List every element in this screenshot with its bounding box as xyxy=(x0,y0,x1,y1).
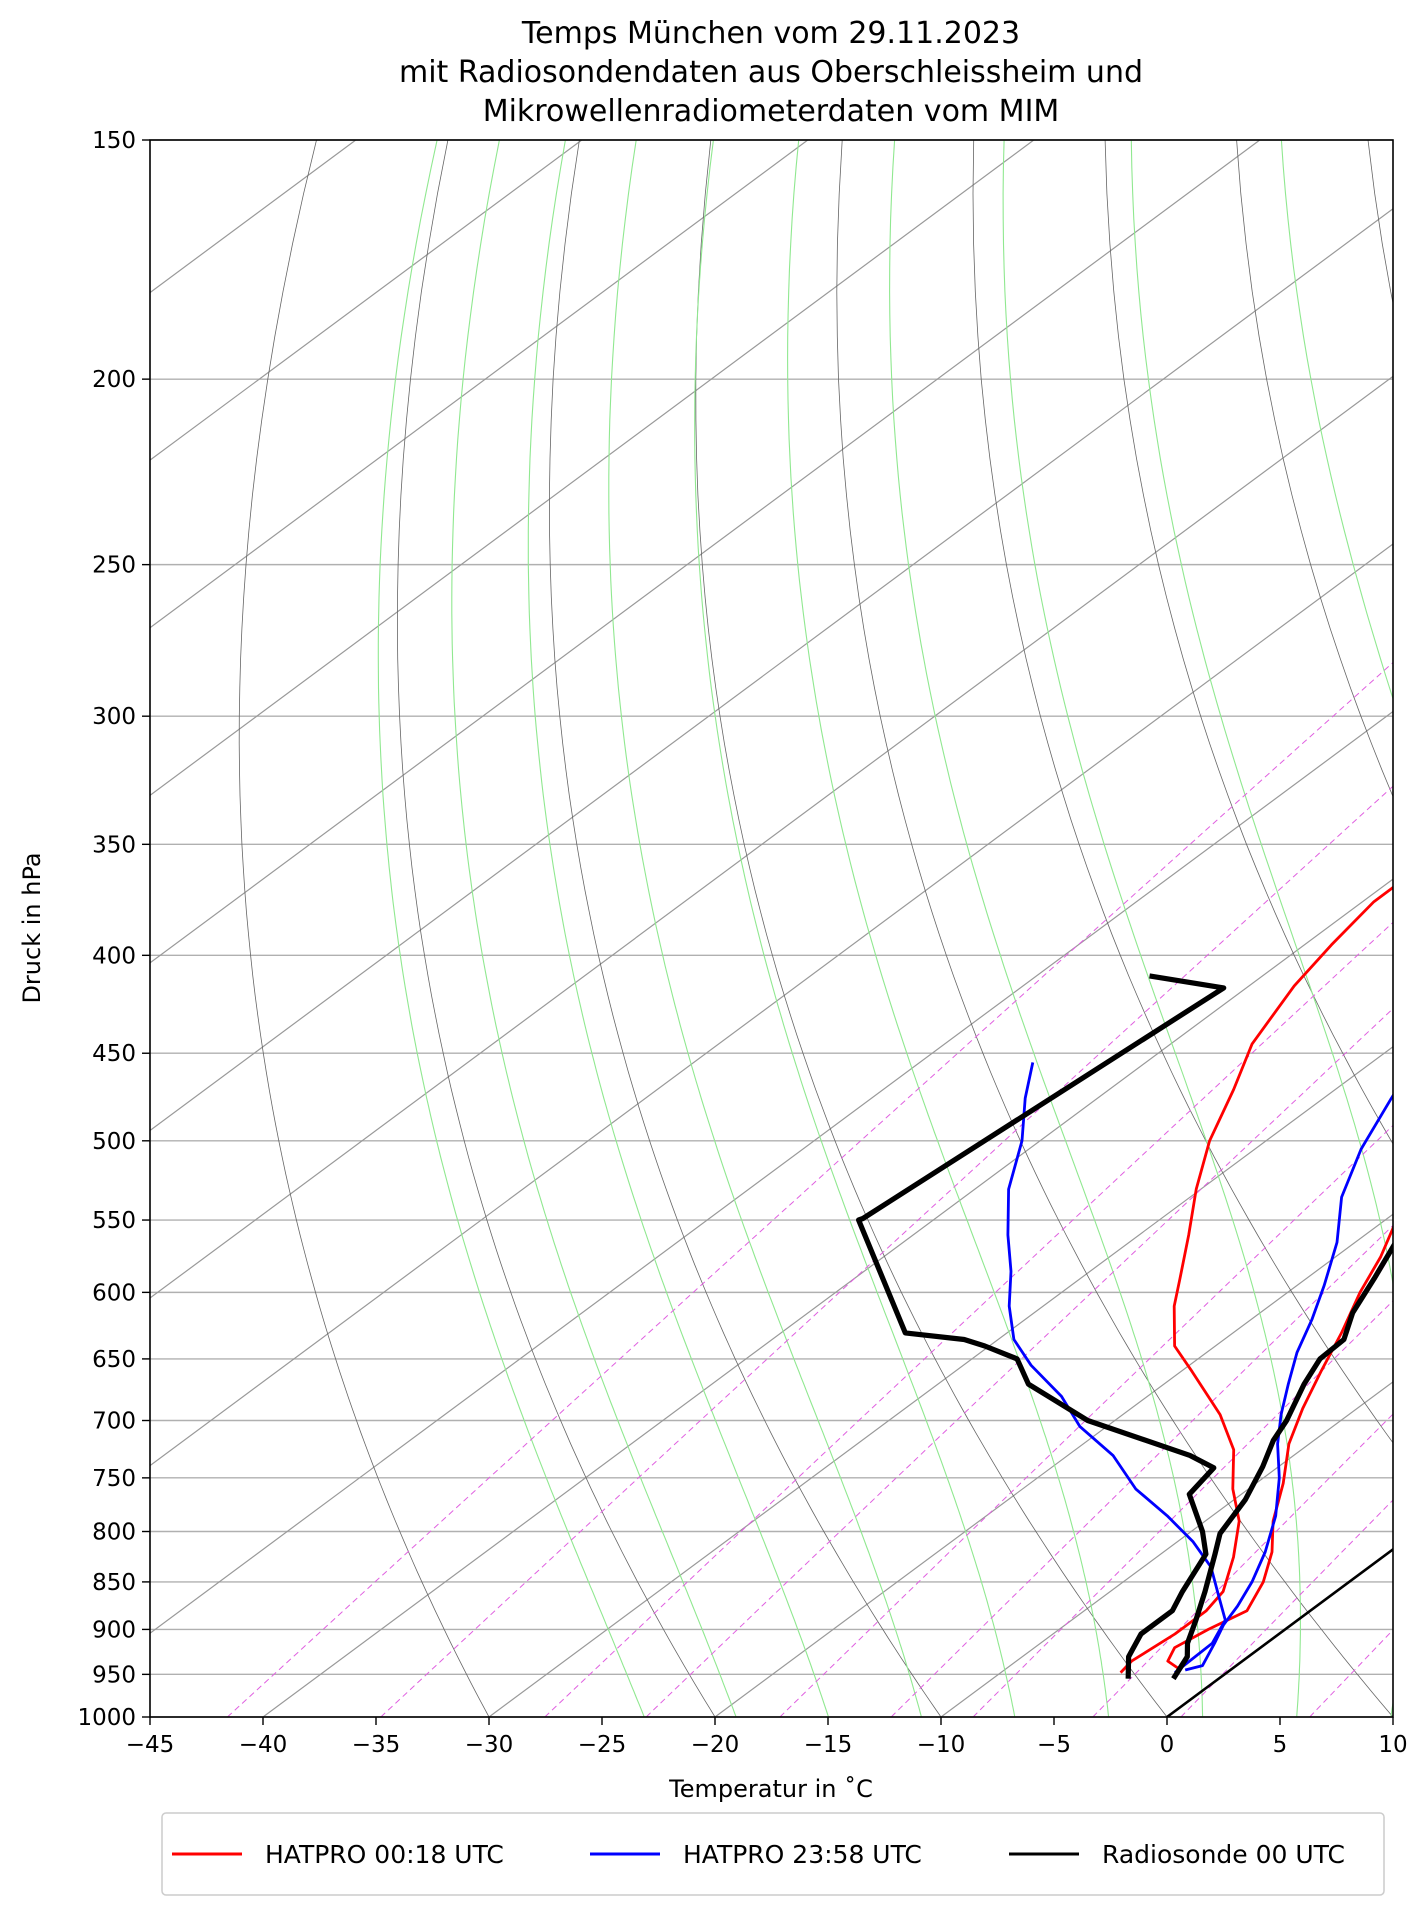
legend: HATPRO 00:18 UTC HATPRO 23:58 UTC Radios… xyxy=(161,1812,1385,1896)
legend-label-radiosonde: Radiosonde 00 UTC xyxy=(1102,1840,1345,1869)
ytick-label-300: 300 xyxy=(92,704,136,730)
mixing-ratio-0.6 xyxy=(645,1007,1393,1717)
x-axis-ticks: −45 −40 −35 −30 −25 −20 −15 −10 −5 0 5 10 xyxy=(126,1717,1408,1758)
xtick-label--25: −25 xyxy=(578,1732,627,1758)
ytick-label-850: 850 xyxy=(92,1570,136,1596)
mixing-ratio-1 xyxy=(779,1124,1393,1717)
moist-adiabat--16 xyxy=(451,140,737,1717)
ytick-label-450: 450 xyxy=(92,1041,136,1067)
ytick-label-900: 900 xyxy=(92,1617,136,1643)
series-hatpro-2358-temperature xyxy=(1184,1093,1393,1672)
mixing-ratio-0.4 xyxy=(544,921,1393,1717)
series-radiosonde-temperature xyxy=(1171,1241,1393,1681)
isotherm-10 xyxy=(1392,1716,1393,1717)
x-axis-label: Temperatur in ˚C xyxy=(668,1775,873,1803)
pressure-gridlines xyxy=(150,139,1393,1718)
dry-adiabat-50 xyxy=(1367,140,1393,306)
ytick-label-200: 200 xyxy=(92,367,136,393)
xtick-label--35: −35 xyxy=(352,1732,401,1758)
moist-adiabat--4 xyxy=(694,140,1016,1717)
radiosonde-reference-line xyxy=(1166,1547,1393,1717)
dry-adiabat-10 xyxy=(836,140,1393,1717)
isotherm--50 xyxy=(150,710,1393,1634)
moist-adiabat-8 xyxy=(1002,140,1301,1717)
isotherm--100 xyxy=(150,140,1035,797)
ytick-label-550: 550 xyxy=(92,1208,136,1234)
isotherm--10 xyxy=(940,1381,1393,1717)
series-radiosonde-dewpoint xyxy=(855,973,1227,1679)
mixing-ratio-4 xyxy=(1180,1499,1393,1717)
moist-adiabat-0 xyxy=(787,140,1110,1717)
series-hatpro-0018-temperature xyxy=(1166,1224,1393,1672)
legend-label-hatpro-0018: HATPRO 00:18 UTC xyxy=(265,1840,504,1869)
isotherm--30 xyxy=(488,1045,1393,1717)
chart-title-line-3: Mikrowellenradiometerdaten vom MIM xyxy=(483,94,1060,129)
xtick-label-10: 10 xyxy=(1378,1732,1407,1758)
moist-adiabat--12 xyxy=(527,140,830,1717)
dry-adiabat-0 xyxy=(695,140,1168,1717)
xtick-label--15: −15 xyxy=(804,1732,853,1758)
isotherm--70 xyxy=(150,375,1393,1299)
data-series xyxy=(855,885,1393,1717)
ytick-label-400: 400 xyxy=(92,943,136,969)
isotherm--20 xyxy=(714,1213,1393,1717)
moist-adiabat--8 xyxy=(608,140,922,1717)
legend-label-hatpro-2358: HATPRO 23:58 UTC xyxy=(683,1840,922,1869)
xtick-label--10: −10 xyxy=(917,1732,966,1758)
moist-adiabat-16 xyxy=(1280,140,1393,701)
reference-lines xyxy=(150,140,1427,1717)
isotherm--40 xyxy=(262,878,1393,1717)
ytick-label-700: 700 xyxy=(92,1409,136,1435)
dry-adiabat-20 xyxy=(972,140,1393,1444)
ytick-label-150: 150 xyxy=(92,128,136,154)
isotherm--110 xyxy=(150,140,809,629)
isotherm--60 xyxy=(150,543,1393,1467)
ytick-label-500: 500 xyxy=(92,1129,136,1155)
y-axis-label: Druck in hPa xyxy=(18,852,46,1003)
dry-adiabat--20 xyxy=(396,140,716,1717)
xtick-label-0: 0 xyxy=(1160,1732,1175,1758)
ytick-label-350: 350 xyxy=(92,832,136,858)
moist-adiabat-4 xyxy=(889,140,1204,1717)
moist-adiabat-12 xyxy=(1130,140,1393,1717)
chart-title-line-2: mit Radiosondendaten aus Oberschleisshei… xyxy=(399,55,1143,90)
isotherm--130 xyxy=(150,140,357,294)
xtick-label--20: −20 xyxy=(691,1732,740,1758)
xtick-label--45: −45 xyxy=(126,1732,175,1758)
series-hatpro-0018-dewpoint xyxy=(1119,885,1393,1674)
ytick-label-950: 950 xyxy=(92,1662,136,1688)
ytick-label-800: 800 xyxy=(92,1520,136,1546)
xtick-label--5: −5 xyxy=(1037,1732,1071,1758)
isotherm--90 xyxy=(150,140,1261,964)
isotherm--80 xyxy=(150,208,1393,1132)
dry-adiabat--30 xyxy=(238,140,490,1717)
isotherm--120 xyxy=(150,140,583,461)
ytick-label-1000: 1000 xyxy=(77,1705,136,1731)
ytick-label-600: 600 xyxy=(92,1280,136,1306)
moist-adiabat--20 xyxy=(377,140,645,1717)
xtick-label--40: −40 xyxy=(239,1732,288,1758)
ytick-label-650: 650 xyxy=(92,1347,136,1373)
dry-adiabat--10 xyxy=(549,140,942,1717)
y-axis-ticks: 1000 950 900 850 800 750 700 650 600 550 500 450 400… xyxy=(77,128,150,1731)
mixing-ratio-1.5 xyxy=(890,1224,1393,1717)
dry-adiabat-30 xyxy=(1104,140,1393,1145)
legend-box xyxy=(161,1812,1385,1896)
ytick-label-250: 250 xyxy=(92,553,136,579)
chart-title-line-1: Temps München vom 29.11.2023 xyxy=(521,16,1020,51)
mixing-ratio-8 xyxy=(1405,400,1427,1717)
isotherm-0 xyxy=(1166,1548,1393,1717)
mixing-ratio-0.2 xyxy=(380,785,1393,1717)
mixing-ratio-6 xyxy=(1309,1629,1393,1717)
dry-adiabat-40 xyxy=(1236,140,1393,798)
xtick-label--30: −30 xyxy=(465,1732,514,1758)
mixing-ratio-0.1 xyxy=(227,661,1393,1717)
ytick-label-750: 750 xyxy=(92,1466,136,1492)
plot-frame xyxy=(149,139,1394,1718)
xtick-label-5: 5 xyxy=(1273,1732,1288,1758)
